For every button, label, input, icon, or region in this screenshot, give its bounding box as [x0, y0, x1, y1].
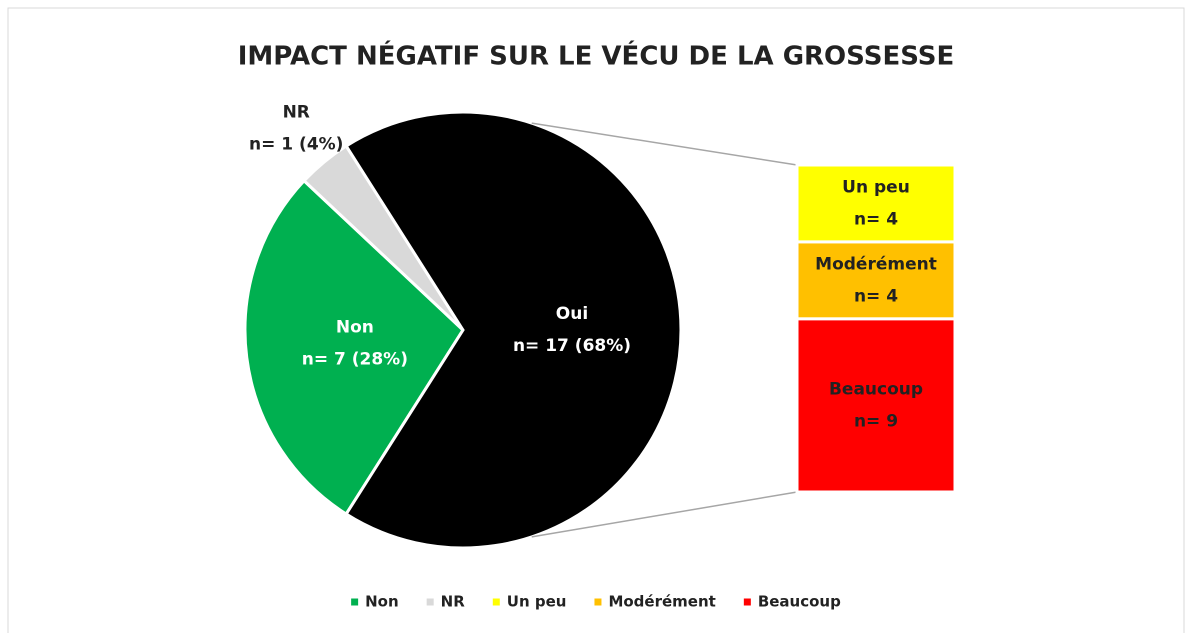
legend-marker — [351, 598, 359, 606]
legend-marker — [743, 598, 751, 606]
pie-slice — [243, 178, 465, 517]
bar-value-label: n= 9 — [854, 411, 898, 431]
bar-segment — [795, 240, 957, 321]
pie-slice — [344, 110, 683, 550]
slice-label: Oui — [556, 304, 588, 324]
slice-label: Non — [336, 318, 374, 338]
bar-label: Modérément — [815, 254, 937, 274]
bar-value-label: n= 4 — [854, 209, 898, 229]
slice-value-label: n= 1 (4%) — [249, 134, 343, 154]
bar-label: Un peu — [842, 177, 910, 197]
bar-segment — [795, 317, 957, 494]
slice-label: NR — [283, 102, 310, 122]
legend-label: NR — [441, 593, 466, 611]
legend-marker — [594, 598, 602, 606]
slice-value-label: n= 17 (68%) — [513, 336, 631, 356]
legend-label: Modérément — [608, 593, 715, 611]
bar-value-label: n= 4 — [854, 286, 898, 306]
bar-segment — [795, 163, 957, 244]
connector-line — [531, 122, 798, 166]
legend-marker — [492, 598, 500, 606]
legend-label: Un peu — [507, 593, 567, 611]
legend-marker — [426, 598, 434, 606]
connector-line — [531, 491, 798, 538]
slice-value-label: n= 7 (28%) — [302, 350, 408, 370]
chart-title: IMPACT NÉGATIF SUR LE VÉCU DE LA GROSSES… — [238, 40, 955, 72]
bar-label: Beaucoup — [829, 379, 923, 399]
legend-label: Non — [365, 593, 399, 611]
legend-label: Beaucoup — [758, 593, 841, 611]
